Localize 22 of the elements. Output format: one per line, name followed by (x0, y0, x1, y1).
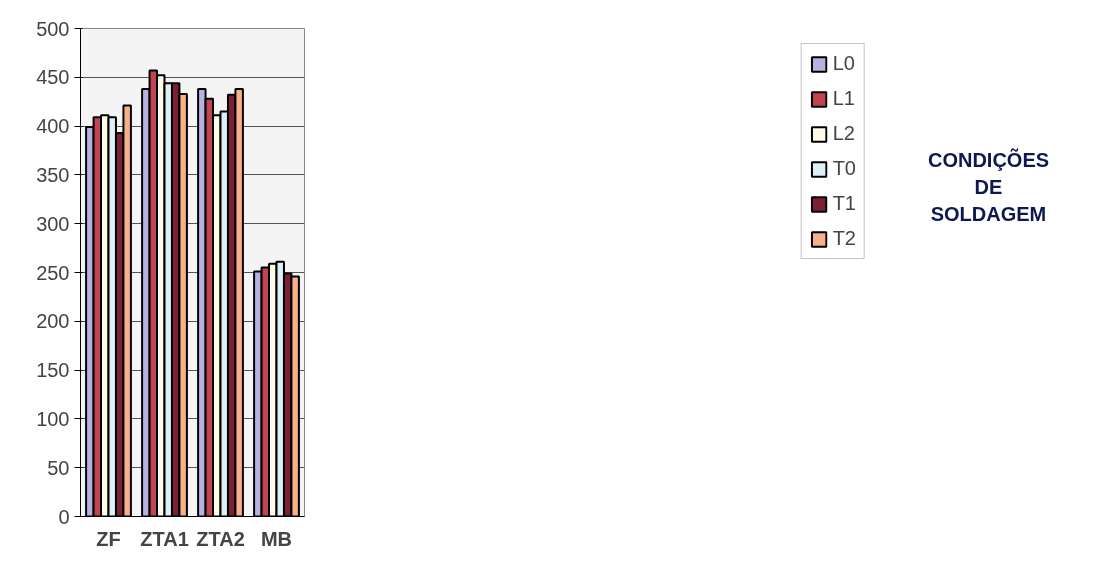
x-tick-label: ZTA1 (140, 527, 189, 550)
y-tick-label: 200 (36, 310, 70, 333)
y-tick-label: 450 (36, 66, 70, 89)
legend-label: T2 (832, 227, 856, 250)
x-tick-label: MB (260, 527, 293, 550)
y-tick-label: 100 (36, 407, 70, 430)
y-tick-label: 400 (36, 115, 70, 138)
legend-title: CONDIÇÕES DE SOLDAGEM (927, 148, 1050, 225)
y-tick-label: 50 (47, 456, 70, 479)
x-tick-label: ZF (96, 527, 121, 550)
y-tick-label: 250 (36, 261, 70, 284)
x-tick-label: ZTA2 (196, 527, 245, 550)
y-tick-label: 150 (36, 359, 70, 382)
legend-label: L0 (832, 52, 855, 75)
legend-label: T1 (832, 192, 856, 215)
y-tick-label: 350 (36, 163, 70, 186)
legend-label: L1 (832, 87, 855, 110)
legend-label: L2 (832, 122, 855, 145)
legend-label: T0 (832, 157, 856, 180)
y-tick-label: 500 (36, 17, 70, 40)
y-tick-label: 0 (58, 505, 70, 528)
y-tick-label: 300 (36, 212, 70, 235)
